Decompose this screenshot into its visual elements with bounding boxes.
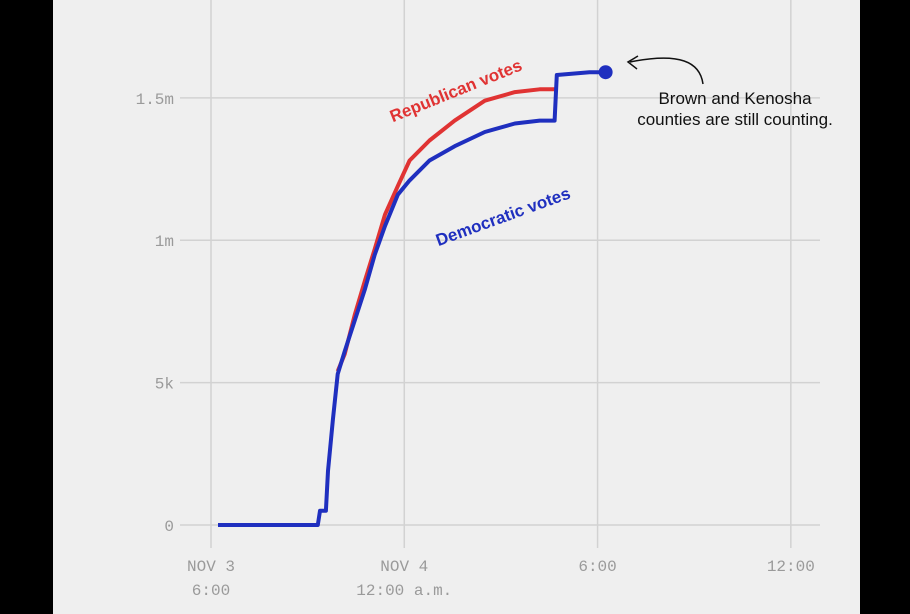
x-tick-label: 6:00 — [578, 558, 617, 576]
y-tick-label: 1m — [155, 233, 174, 251]
annotation: Brown and Kenosha counties are still cou… — [637, 89, 833, 129]
y-tick-label: 1.5m — [136, 91, 174, 109]
y-tick-label: 5k — [155, 376, 174, 394]
annotation-arrowhead — [626, 55, 639, 70]
y-tick-label: 0 — [164, 518, 174, 536]
series-line — [218, 70, 606, 527]
annotation-arrow — [629, 57, 704, 85]
chart-panel — [53, 0, 860, 614]
x-tick-label: NOV 3 6:00 — [186, 558, 236, 600]
x-tick-label: 12:00 — [766, 558, 815, 576]
series-label: Republican votes — [387, 56, 525, 126]
x-tick-label: NOV 4 12:00 a.m. — [356, 558, 453, 600]
end-dot — [598, 65, 613, 80]
